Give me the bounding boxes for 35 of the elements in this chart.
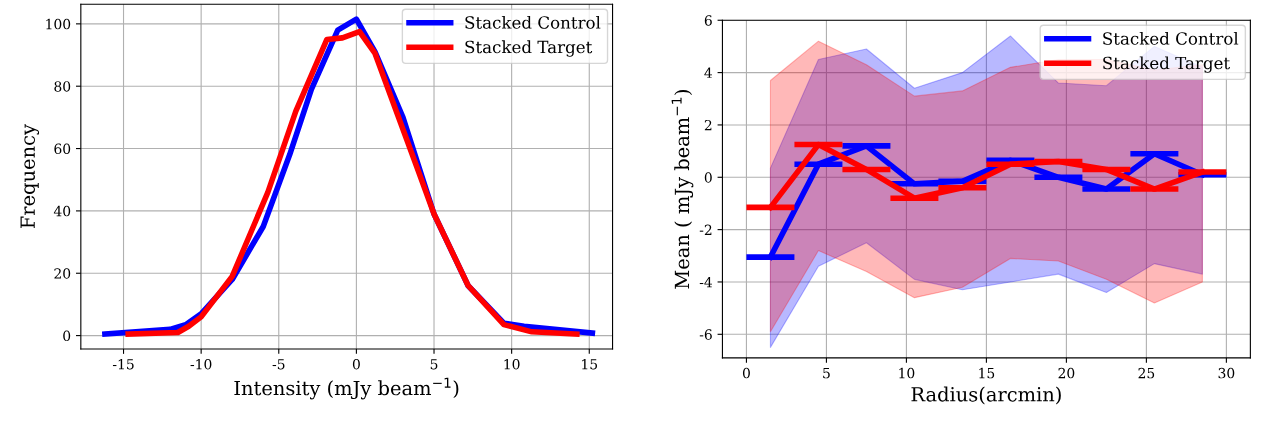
legend-label: Stacked Target — [465, 40, 593, 57]
x-tick-label: -5 — [272, 359, 285, 370]
x-axis-title: Radius(arcmin) — [911, 386, 1061, 405]
y-axis-title: Frequency — [20, 124, 40, 229]
y-tick-label: 0 — [63, 330, 71, 342]
x-axis-title: Intensity (mJy beam$^{−1}$) — [234, 377, 459, 400]
y-tick-label: -6 — [699, 329, 712, 340]
x-tick-label: 20 — [1058, 367, 1075, 379]
legend-label: Stacked Control — [465, 15, 601, 29]
y-tick-label: 40 — [53, 205, 71, 217]
legend-label: Stacked Control — [1103, 31, 1239, 45]
y-tick-label: 60 — [54, 143, 71, 155]
x-tick-label: 10 — [899, 367, 915, 379]
x-tick-label: 5 — [430, 359, 438, 370]
x-tick-label: 15 — [979, 367, 995, 379]
y-tick-label: 0 — [704, 172, 712, 183]
x-tick-label: 5 — [823, 368, 830, 379]
y-tick-label: -4 — [699, 276, 713, 288]
x-tick-label: 30 — [1218, 367, 1235, 379]
legend-label: Stacked Target — [1103, 56, 1230, 73]
x-tick-label: -15 — [112, 358, 134, 370]
y-tick-label: 100 — [46, 18, 71, 30]
x-tick-label: 15 — [582, 358, 598, 370]
y-tick-label: -2 — [699, 224, 712, 235]
y-tick-label: 2 — [704, 119, 712, 131]
y-tick-label: 4 — [704, 67, 713, 78]
y-tick-label: 6 — [704, 15, 712, 26]
x-tick-label: -10 — [190, 358, 212, 370]
x-tick-label: 0 — [352, 358, 360, 370]
x-tick-label: 10 — [504, 358, 520, 370]
x-tick-label: 0 — [742, 367, 750, 379]
y-axis-title: Mean ( mJy beam$^{−1}$) — [671, 89, 694, 289]
x-tick-label: 25 — [1138, 367, 1155, 379]
y-tick-label: 80 — [54, 81, 71, 92]
y-tick-label: 20 — [54, 268, 71, 279]
